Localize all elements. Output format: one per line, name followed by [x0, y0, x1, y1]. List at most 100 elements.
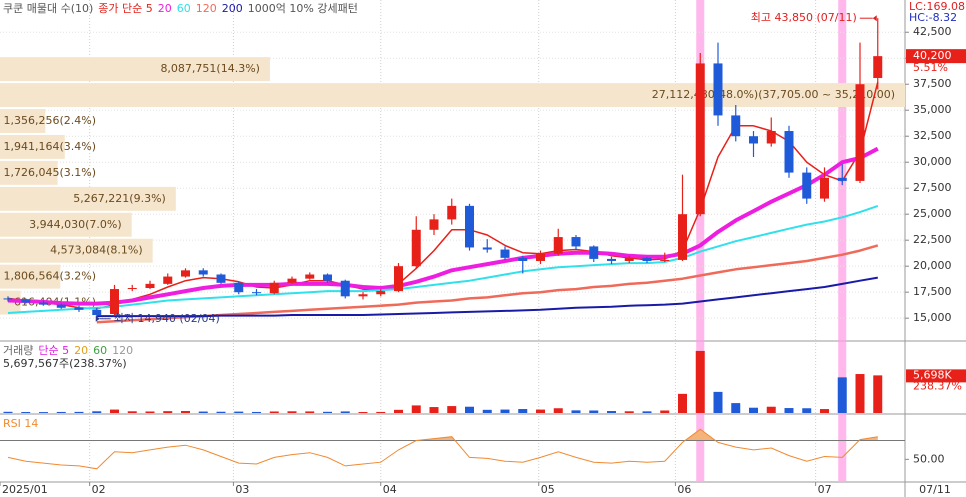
volume-bar	[411, 405, 421, 413]
rsi-legend: RSI 14	[3, 417, 43, 430]
volume-profile-bar	[0, 264, 61, 289]
candle-body	[713, 63, 723, 116]
volume-bar	[802, 408, 812, 413]
volume-bar	[39, 412, 48, 413]
signal-band	[696, 0, 705, 481]
y-tick-label: 32,500	[913, 129, 952, 142]
candle-body	[340, 280, 350, 297]
candle-body	[269, 282, 279, 294]
candle-body	[358, 294, 368, 297]
candle-body	[465, 205, 474, 248]
volume-bar	[305, 411, 315, 413]
volume-bar	[589, 410, 599, 413]
candle-body	[92, 309, 102, 316]
volume-bar	[145, 411, 155, 413]
candle-body	[234, 282, 244, 293]
candle-body	[518, 257, 528, 261]
volume-bar	[536, 409, 545, 413]
volume-profile-label: 1,806,564(3.2%)	[3, 270, 96, 283]
volume-profile-bar	[0, 238, 153, 263]
volume-profile-label: 3,944,030(7.0%)	[29, 218, 122, 231]
volume-bar	[607, 411, 616, 413]
last-price-box	[906, 49, 966, 64]
candle-body	[482, 247, 492, 250]
y-tick-label: 22,500	[913, 233, 952, 246]
volume-bar	[287, 411, 297, 413]
volume-profile-label: 5,267,221(9.3%)	[73, 192, 166, 205]
volume-bar	[92, 411, 102, 413]
candle-body	[216, 274, 226, 283]
volume-profile-bar	[0, 109, 46, 133]
volume-bar	[252, 411, 261, 413]
volume-bar	[749, 407, 758, 413]
candle-body	[74, 307, 84, 310]
profile-legend: 쿠쿤 매물대 수(10)	[3, 2, 94, 15]
volume-bar	[713, 391, 723, 413]
volume-bar	[269, 411, 279, 413]
x-tick-label: 03	[235, 483, 249, 496]
ma-legend: 60	[176, 2, 191, 15]
volume-bar	[660, 410, 670, 413]
ma-legend: 200	[221, 2, 243, 15]
candle-body	[411, 229, 421, 267]
volume-profile-bar	[0, 83, 905, 108]
y-tick-label: 17,500	[913, 285, 952, 298]
volume-profile-label: 1,941,164(3.4%)	[3, 140, 96, 153]
candle-body	[500, 249, 510, 258]
volume-legend-item: 60	[93, 344, 108, 357]
candle-body	[110, 289, 119, 315]
volume-bar	[500, 409, 510, 413]
signal-band	[838, 0, 847, 481]
volume-bar	[376, 411, 386, 413]
volume-bar	[837, 377, 847, 413]
candle-body	[145, 283, 155, 289]
volume-bar	[198, 411, 208, 413]
volume-bar	[678, 393, 687, 413]
volume-header-text: 5,697,567주(238.37%)	[3, 357, 127, 370]
volume-profile-bar	[0, 160, 58, 185]
candle-body	[127, 288, 137, 290]
candle-body	[873, 56, 883, 78]
volume-legend: 거래량 단순 5 20 60 120	[3, 344, 138, 357]
candle-body	[731, 115, 741, 137]
y-tick-label: 27,500	[913, 181, 952, 194]
rsi-legend-item: RSI 14	[3, 417, 39, 430]
volume-bar	[855, 374, 865, 413]
candle-body	[252, 292, 261, 294]
volume-bar	[181, 411, 190, 413]
volume-bar	[429, 407, 439, 413]
volume-profile-bar	[0, 57, 270, 82]
volume-bar	[873, 375, 883, 413]
ma-legend: 120	[195, 2, 217, 15]
volume-bar	[784, 408, 794, 413]
volume-legend-item: 단순 5	[38, 344, 70, 357]
volume-bar	[216, 411, 226, 413]
rsi-line	[7, 428, 878, 470]
volume-profile-label: 1,356,256(2.4%)	[3, 114, 96, 127]
candle-body	[553, 237, 563, 254]
volume-profile-label: 1,726,045(3.1%)	[3, 166, 96, 179]
y-tick-label: 25,000	[913, 207, 952, 220]
y-tick-label: 20,000	[913, 259, 952, 272]
indicator-label: HC:-8.32	[909, 11, 957, 24]
volume-profile-bar	[0, 290, 21, 315]
volume-profile-bar	[0, 186, 176, 211]
annotation-arrowhead	[872, 15, 877, 22]
last-volume-label: 5,698K	[913, 368, 952, 381]
volume-profile-label: 27,112,480(48.0%)(37,705.00 ~ 35,210.00)	[652, 88, 895, 101]
volume-bar	[21, 412, 31, 413]
y-tick-label: 35,000	[913, 103, 952, 116]
candle-body	[571, 237, 581, 247]
volume-bar	[642, 411, 652, 413]
x-tick-label: 02	[92, 483, 106, 496]
pattern-legend: 1000억 10% 강세패턴	[247, 2, 358, 15]
candle-body	[660, 259, 670, 261]
candle-body	[3, 298, 13, 300]
volume-bar	[518, 409, 528, 413]
x-tick-label: 06	[677, 483, 691, 496]
indicator-label: LC:169.08	[909, 0, 965, 13]
moving-average-line	[96, 276, 878, 318]
candle-body	[429, 219, 439, 230]
